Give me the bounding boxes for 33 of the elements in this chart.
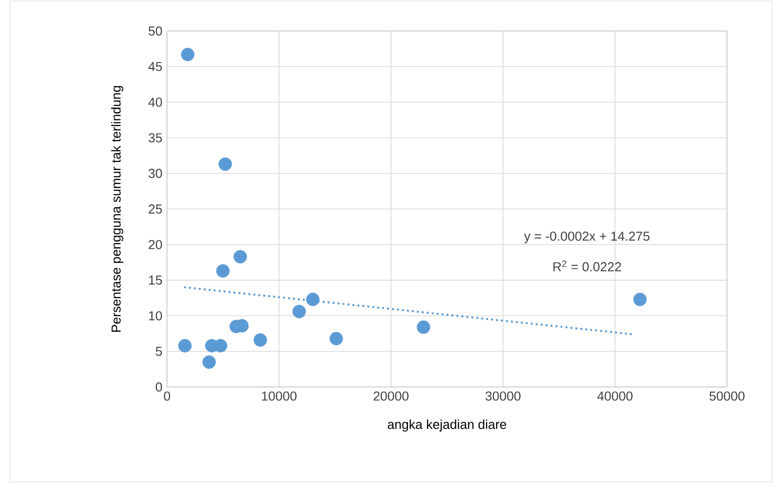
annotation: R$^{2}$ = 0.0222 <box>553 260 621 272</box>
point <box>292 304 306 318</box>
point <box>178 338 192 352</box>
x-tick-label: 0 <box>164 392 170 401</box>
y-tick-label: 25 <box>148 204 162 214</box>
y-tick-label: 50 <box>148 26 162 36</box>
point <box>254 333 268 347</box>
y-axis-title: Persentase pengguna sumur tak terlindung <box>111 86 124 332</box>
point <box>218 157 232 171</box>
x-tick-label: 30000 <box>486 392 521 401</box>
x-tick-label: 10000 <box>262 392 297 401</box>
y-tick-label: 20 <box>148 240 162 250</box>
y-tick-label: 15 <box>149 276 162 285</box>
y-tick-label: 45 <box>148 62 162 72</box>
point <box>202 355 216 369</box>
point <box>234 250 247 264</box>
x-tick-label: 40000 <box>597 392 633 401</box>
point <box>416 320 430 334</box>
point <box>306 292 320 306</box>
y-tick-label: 30 <box>148 168 162 178</box>
y-tick-label: 10 <box>149 311 162 320</box>
point <box>181 48 194 62</box>
annotation: y = -0.0002x + 14.275 <box>524 232 650 244</box>
y-tick-label: 0 <box>156 382 162 392</box>
y-tick-label: 40 <box>148 98 162 107</box>
y-tick-label: 5 <box>156 346 162 356</box>
x-axis-title: angka kejadian diare <box>388 420 506 432</box>
x-tick-label: 20000 <box>374 392 409 401</box>
x-tick-label: 50000 <box>710 392 745 401</box>
point <box>330 332 343 346</box>
y-tick-label: 35 <box>148 133 162 142</box>
point <box>633 292 647 306</box>
point <box>216 264 230 278</box>
